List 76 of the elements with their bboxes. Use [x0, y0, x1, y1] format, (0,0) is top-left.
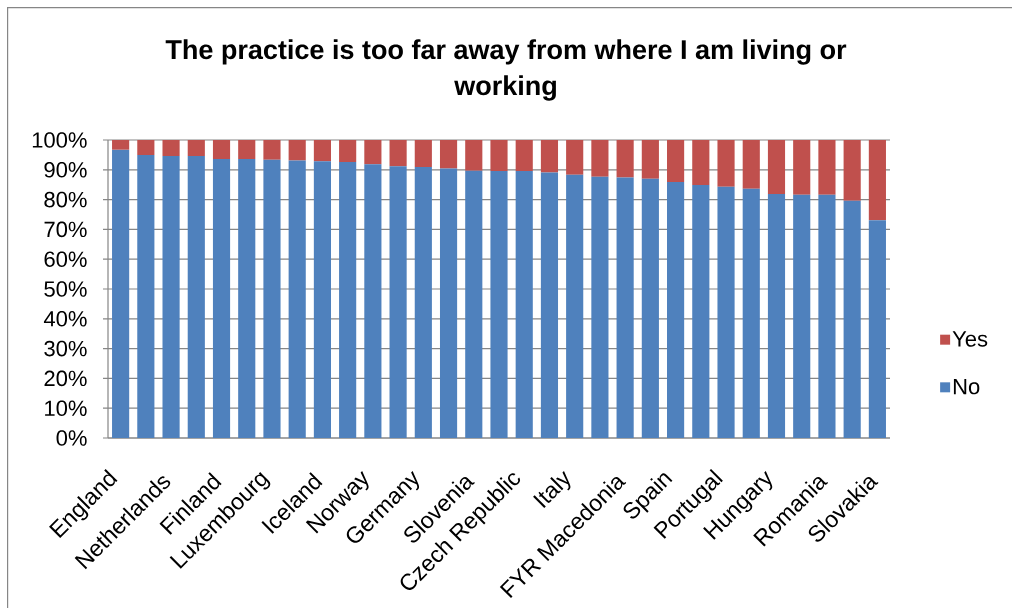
bar	[364, 164, 382, 438]
legend-label: No	[953, 379, 980, 395]
bar	[641, 178, 659, 438]
bar	[742, 140, 760, 189]
bar	[313, 161, 331, 438]
bar	[515, 170, 533, 438]
bar	[540, 140, 559, 173]
bar	[263, 159, 281, 438]
bar	[742, 188, 760, 438]
y-tick-label: 0%	[56, 430, 87, 446]
y-tick-label: 70%	[44, 221, 87, 238]
bar	[692, 140, 710, 185]
bar	[162, 140, 180, 157]
bar	[339, 140, 357, 163]
bar	[566, 140, 584, 175]
bar	[364, 140, 382, 165]
bar	[717, 186, 735, 438]
bar	[263, 140, 281, 160]
bar	[717, 140, 735, 187]
bar	[389, 140, 407, 167]
bar	[389, 166, 407, 438]
bar	[616, 140, 634, 178]
bar	[868, 220, 886, 438]
chart-title: The practice is too far away from where I am living or working	[165, 39, 847, 101]
bar	[465, 140, 483, 171]
bar	[591, 140, 609, 177]
y-tick-label: 100%	[32, 132, 87, 148]
bar	[616, 177, 634, 438]
bar	[868, 140, 886, 221]
bar	[414, 167, 432, 438]
bar	[767, 140, 786, 194]
bar	[162, 156, 180, 438]
y-tick-label: 90%	[44, 162, 87, 178]
y-tick-label: 60%	[44, 251, 87, 267]
bar	[187, 156, 205, 438]
bar	[238, 140, 256, 160]
bar	[490, 140, 508, 171]
bar	[843, 140, 861, 201]
bar	[137, 154, 155, 438]
legend-label: Yes	[952, 331, 988, 347]
bar	[313, 140, 331, 162]
y-tick-label: 20%	[44, 370, 87, 387]
y-tick-label: 50%	[44, 281, 87, 297]
bar	[667, 140, 685, 183]
bar	[288, 160, 306, 438]
bar	[641, 140, 659, 179]
bar	[767, 193, 786, 438]
bar	[112, 149, 130, 438]
bar	[793, 140, 811, 195]
bar	[212, 140, 231, 160]
y-tick-label: 80%	[44, 191, 87, 208]
bar	[414, 140, 432, 168]
bar	[439, 140, 458, 169]
bar	[818, 140, 836, 195]
y-tick-label: 30%	[44, 340, 87, 357]
y-tick-label: 10%	[45, 400, 87, 416]
bar	[818, 194, 836, 438]
bar	[540, 172, 559, 438]
bar	[212, 159, 231, 438]
bar	[793, 194, 811, 438]
bar	[187, 140, 205, 157]
bar	[238, 159, 256, 438]
bar	[692, 185, 710, 438]
y-tick-label: 40%	[43, 311, 87, 327]
bar	[465, 170, 483, 438]
bar	[843, 200, 861, 438]
bar	[137, 140, 155, 155]
bar	[439, 168, 458, 438]
bar	[490, 170, 508, 438]
bar	[591, 176, 609, 438]
bar	[112, 140, 130, 150]
bar	[515, 140, 533, 171]
bar	[667, 182, 685, 438]
bar	[288, 140, 306, 161]
bar	[566, 174, 584, 438]
bar	[339, 162, 357, 438]
